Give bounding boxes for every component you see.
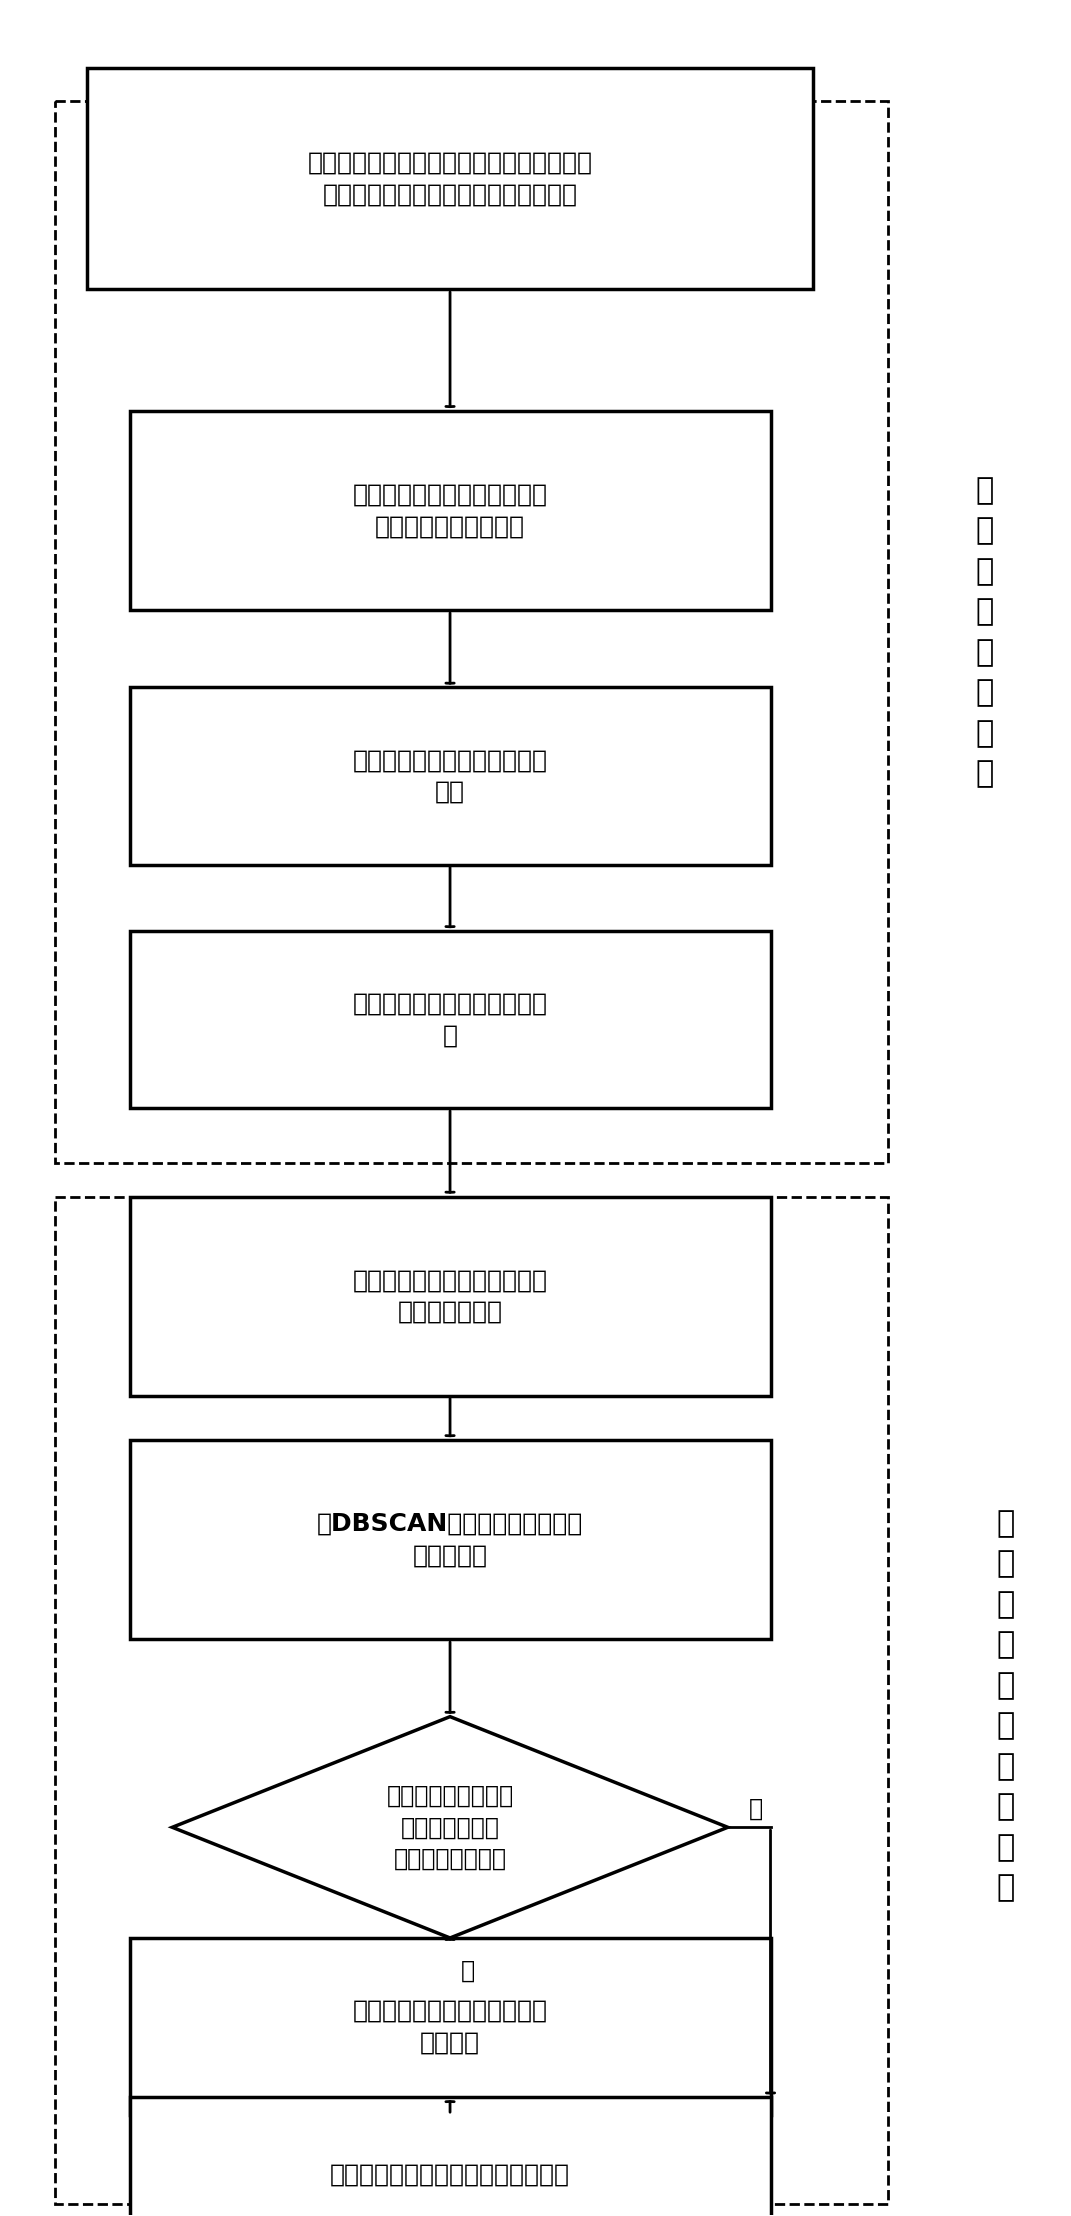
FancyBboxPatch shape: [130, 931, 770, 1108]
Text: 否: 否: [461, 1959, 474, 1983]
Text: 确定相邻交叉口关联性分析模
型（五个关联度指标）: 确定相邻交叉口关联性分析模 型（五个关联度指标）: [352, 483, 547, 538]
FancyBboxPatch shape: [130, 2096, 770, 2216]
FancyBboxPatch shape: [130, 1939, 770, 2114]
Text: 确定相邻交叉口关联性分析的
流程: 确定相邻交叉口关联性分析的 流程: [352, 749, 547, 804]
Text: 是: 是: [749, 1797, 764, 1822]
FancyBboxPatch shape: [130, 1440, 770, 1640]
Text: 可
协
调
控
制
交
叉
口
划
分: 可 协 调 控 制 交 叉 口 划 分: [996, 1509, 1014, 1901]
Text: 基于关联度指标对可协调控制
交叉口进行划分: 基于关联度指标对可协调控制 交叉口进行划分: [352, 1268, 547, 1323]
Text: 交
叉
口
关
联
性
分
析: 交 叉 口 关 联 性 分 析: [975, 476, 993, 789]
Text: 用DBSCAN聚类算法对关联度指
标进行聚类: 用DBSCAN聚类算法对关联度指 标进行聚类: [317, 1511, 584, 1567]
Text: 计算得到相邻交叉口的关联度
值: 计算得到相邻交叉口的关联度 值: [352, 993, 547, 1048]
FancyBboxPatch shape: [87, 69, 813, 288]
Text: 根据实际情况，划分
为一类的交叉口
是否可以协调控制: 根据实际情况，划分 为一类的交叉口 是否可以协调控制: [387, 1784, 514, 1870]
Text: 获取干线交叉口的交通静态和动态数据（交
叉口间距、信号配时、流量、延误等）: 获取干线交叉口的交通静态和动态数据（交 叉口间距、信号配时、流量、延误等）: [307, 151, 592, 206]
Text: 结合实际，对交叉口划分类别
进行调整: 结合实际，对交叉口划分类别 进行调整: [352, 1999, 547, 2054]
FancyBboxPatch shape: [130, 410, 770, 609]
Polygon shape: [172, 1717, 728, 1939]
FancyBboxPatch shape: [130, 687, 770, 864]
FancyBboxPatch shape: [130, 1197, 770, 1396]
Text: 得到干线可协调控制交叉口划分结果: 得到干线可协调控制交叉口划分结果: [330, 2163, 570, 2187]
